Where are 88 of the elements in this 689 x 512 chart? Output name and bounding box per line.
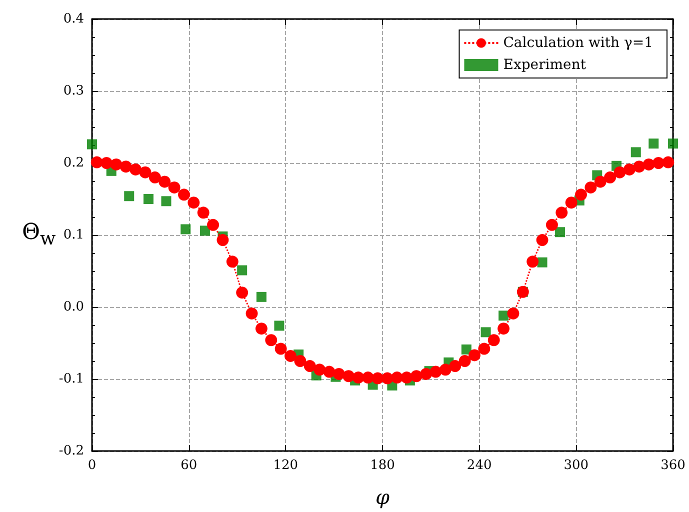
point	[488, 334, 500, 346]
x-tick-label: 300	[564, 458, 589, 473]
point	[158, 176, 171, 188]
point	[526, 256, 539, 268]
point	[662, 156, 674, 168]
point	[648, 138, 659, 149]
point	[480, 327, 491, 338]
point	[168, 181, 180, 194]
point	[478, 342, 490, 355]
point	[256, 292, 266, 302]
point	[536, 234, 548, 246]
point	[584, 181, 597, 194]
point	[537, 257, 548, 268]
point	[342, 370, 355, 382]
point	[274, 320, 284, 331]
point	[594, 176, 606, 188]
y-tick-label: 0.1	[63, 228, 84, 242]
point	[420, 368, 432, 380]
point	[161, 196, 172, 206]
point	[498, 322, 510, 335]
point	[120, 160, 132, 173]
point	[575, 188, 588, 201]
point	[604, 171, 616, 184]
point	[458, 355, 471, 367]
point	[332, 368, 345, 380]
legend-label: Calculation with γ=1	[503, 35, 654, 51]
point	[391, 372, 404, 384]
point	[139, 166, 152, 178]
point	[100, 157, 113, 169]
point	[246, 307, 258, 320]
x-tick-label: 60	[180, 458, 198, 473]
point	[130, 163, 142, 176]
point	[207, 218, 220, 231]
point	[294, 355, 306, 367]
legend-label: Experiment	[503, 57, 586, 73]
point	[614, 166, 626, 178]
y-tick-label: 0.4	[63, 12, 84, 26]
point	[468, 349, 480, 362]
point	[304, 360, 316, 372]
point	[255, 322, 268, 335]
x-tick-label: 240	[466, 458, 492, 473]
point	[265, 334, 278, 346]
point	[197, 206, 210, 219]
point	[148, 171, 161, 184]
point	[226, 256, 238, 268]
y-tick-label: 0.3	[63, 84, 84, 98]
point	[546, 218, 558, 231]
point	[556, 206, 568, 219]
point	[410, 370, 422, 382]
x-tick-label: 360	[660, 458, 686, 473]
point	[200, 226, 210, 236]
x-tick-label: 0	[88, 458, 96, 473]
point	[216, 234, 229, 246]
point	[362, 372, 374, 384]
y-axis-title: Θ$_{w}$	[22, 220, 56, 250]
point	[87, 139, 97, 150]
point	[236, 286, 248, 299]
point	[237, 265, 248, 276]
point	[623, 163, 636, 176]
x-axis-title: φ	[375, 485, 390, 509]
point	[507, 307, 520, 320]
point	[284, 350, 297, 362]
point	[633, 160, 646, 173]
y-tick-label: -0.1	[58, 372, 84, 386]
point	[124, 191, 134, 202]
point	[449, 360, 462, 372]
point	[180, 224, 191, 234]
point	[400, 372, 413, 384]
x-tick-label: 120	[273, 458, 298, 473]
point	[314, 364, 326, 376]
point	[178, 188, 190, 201]
x-tick-label: 180	[370, 458, 395, 473]
point	[143, 194, 154, 204]
point	[555, 227, 566, 238]
point	[274, 342, 287, 355]
point	[630, 147, 641, 158]
point	[461, 344, 472, 354]
point	[323, 366, 336, 378]
point	[439, 364, 452, 376]
point	[565, 196, 578, 209]
point	[188, 196, 200, 209]
point	[498, 310, 509, 321]
y-tick-label: -0.2	[58, 444, 84, 458]
point	[110, 158, 122, 170]
point	[668, 138, 678, 149]
y-tick-label: 0.0	[63, 300, 84, 314]
point	[652, 157, 664, 169]
y-tick-label: 0.2	[63, 156, 84, 170]
